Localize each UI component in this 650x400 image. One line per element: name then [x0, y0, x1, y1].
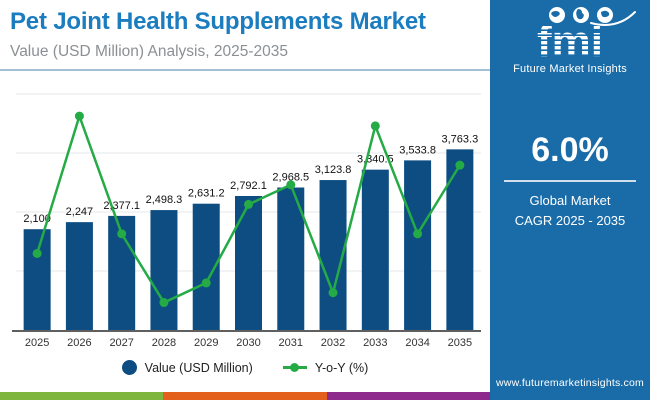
yoy-marker-2031 [286, 180, 296, 190]
yoy-marker-2027 [117, 229, 127, 239]
yoy-marker-2025 [32, 248, 42, 258]
x-tick-label: 2031 [279, 337, 303, 349]
yoy-marker-2034 [413, 229, 423, 239]
bar-2026 [65, 222, 93, 330]
website-url[interactable]: www.futuremarketinsights.com [496, 377, 644, 389]
legend-value-label: Value (USD Million) [144, 360, 253, 375]
bar-value-label: 2,247 [66, 206, 94, 218]
bar-value-label: 2,498.3 [146, 194, 183, 206]
page-title: Pet Joint Health Supplements Market [10, 8, 426, 35]
x-tick-label: 2035 [448, 337, 472, 349]
value-series-swatch [121, 360, 137, 375]
bar-2028 [150, 210, 178, 330]
legend-yoy-label: Y-o-Y (%) [314, 360, 369, 375]
bar-value-label: 3,123.8 [315, 164, 352, 176]
yoy-marker-2030 [244, 199, 253, 209]
cagr-label: Global Market CAGR 2025 - 2035 [490, 191, 650, 230]
legend-item-value: Value (USD Million) [121, 360, 253, 375]
x-tick-label: 2032 [321, 337, 345, 349]
cagr-stat: 6.0% Global Market CAGR 2025 - 2035 [490, 131, 650, 230]
bar-value-label: 2,100 [23, 213, 51, 225]
bar-value-label: 2,631.2 [188, 188, 225, 200]
x-tick-label: 2025 [25, 337, 49, 349]
bar-2034 [404, 160, 432, 330]
cagr-label-line1: Global Market [529, 193, 611, 208]
x-tick-label: 2034 [405, 337, 429, 349]
chart-legend: Value (USD Million) Y-o-Y (%) [0, 360, 490, 375]
x-tick-label: 2026 [67, 337, 91, 349]
cagr-divider [504, 180, 636, 182]
bar-2030 [235, 195, 262, 330]
bar-2025 [23, 229, 51, 330]
x-tick-label: 2027 [109, 337, 133, 349]
main-panel: Pet Joint Health Supplements Market Valu… [0, 0, 490, 400]
logo-brand-text: fmi [537, 17, 603, 62]
legend-item-yoy: Y-o-Y (%) [282, 360, 369, 375]
yoy-marker-2032 [328, 288, 338, 298]
header-divider [0, 68, 490, 71]
bar-2031 [277, 187, 305, 330]
header: Pet Joint Health Supplements Market Valu… [0, 0, 490, 61]
logo-globe-icons [549, 7, 636, 26]
sidebar: fmi Future Market Insights 6.0% Global M… [490, 0, 650, 400]
x-tick-label: 2028 [152, 337, 176, 349]
x-tick-label: 2029 [194, 337, 218, 349]
footer-stripe-green [0, 392, 164, 400]
bar-value-label: 3,533.8 [399, 144, 436, 156]
yoy-swatch-dot [289, 363, 299, 372]
yoy-series-swatch [282, 363, 307, 372]
cagr-value: 6.0% [531, 131, 609, 169]
bar-2035 [446, 149, 474, 330]
page-subtitle: Value (USD Million) Analysis, 2025-2035 [10, 42, 288, 60]
logo-swoosh [590, 11, 636, 26]
yoy-marker-2026 [74, 111, 84, 121]
fmi-logo: fmi [537, 7, 636, 62]
yoy-marker-2035 [455, 160, 465, 170]
footer-stripe [0, 392, 490, 400]
bar-value-label: 3,763.3 [442, 133, 479, 145]
yoy-marker-2033 [370, 121, 380, 131]
footer-stripe-orange [163, 392, 327, 400]
footer-stripe-purple [326, 392, 490, 400]
x-tick-label: 2033 [363, 337, 387, 349]
yoy-marker-2029 [201, 278, 211, 288]
yoy-marker-2028 [159, 298, 169, 308]
bar-value-label: 2,968.5 [272, 172, 309, 184]
bar-2033 [361, 169, 389, 330]
logo-tagline: Future Market Insights [513, 63, 627, 75]
cagr-label-line2: CAGR 2025 - 2035 [514, 212, 626, 228]
x-tick-label: 2030 [236, 337, 260, 349]
bar-value-label: 2,792.1 [230, 180, 267, 192]
